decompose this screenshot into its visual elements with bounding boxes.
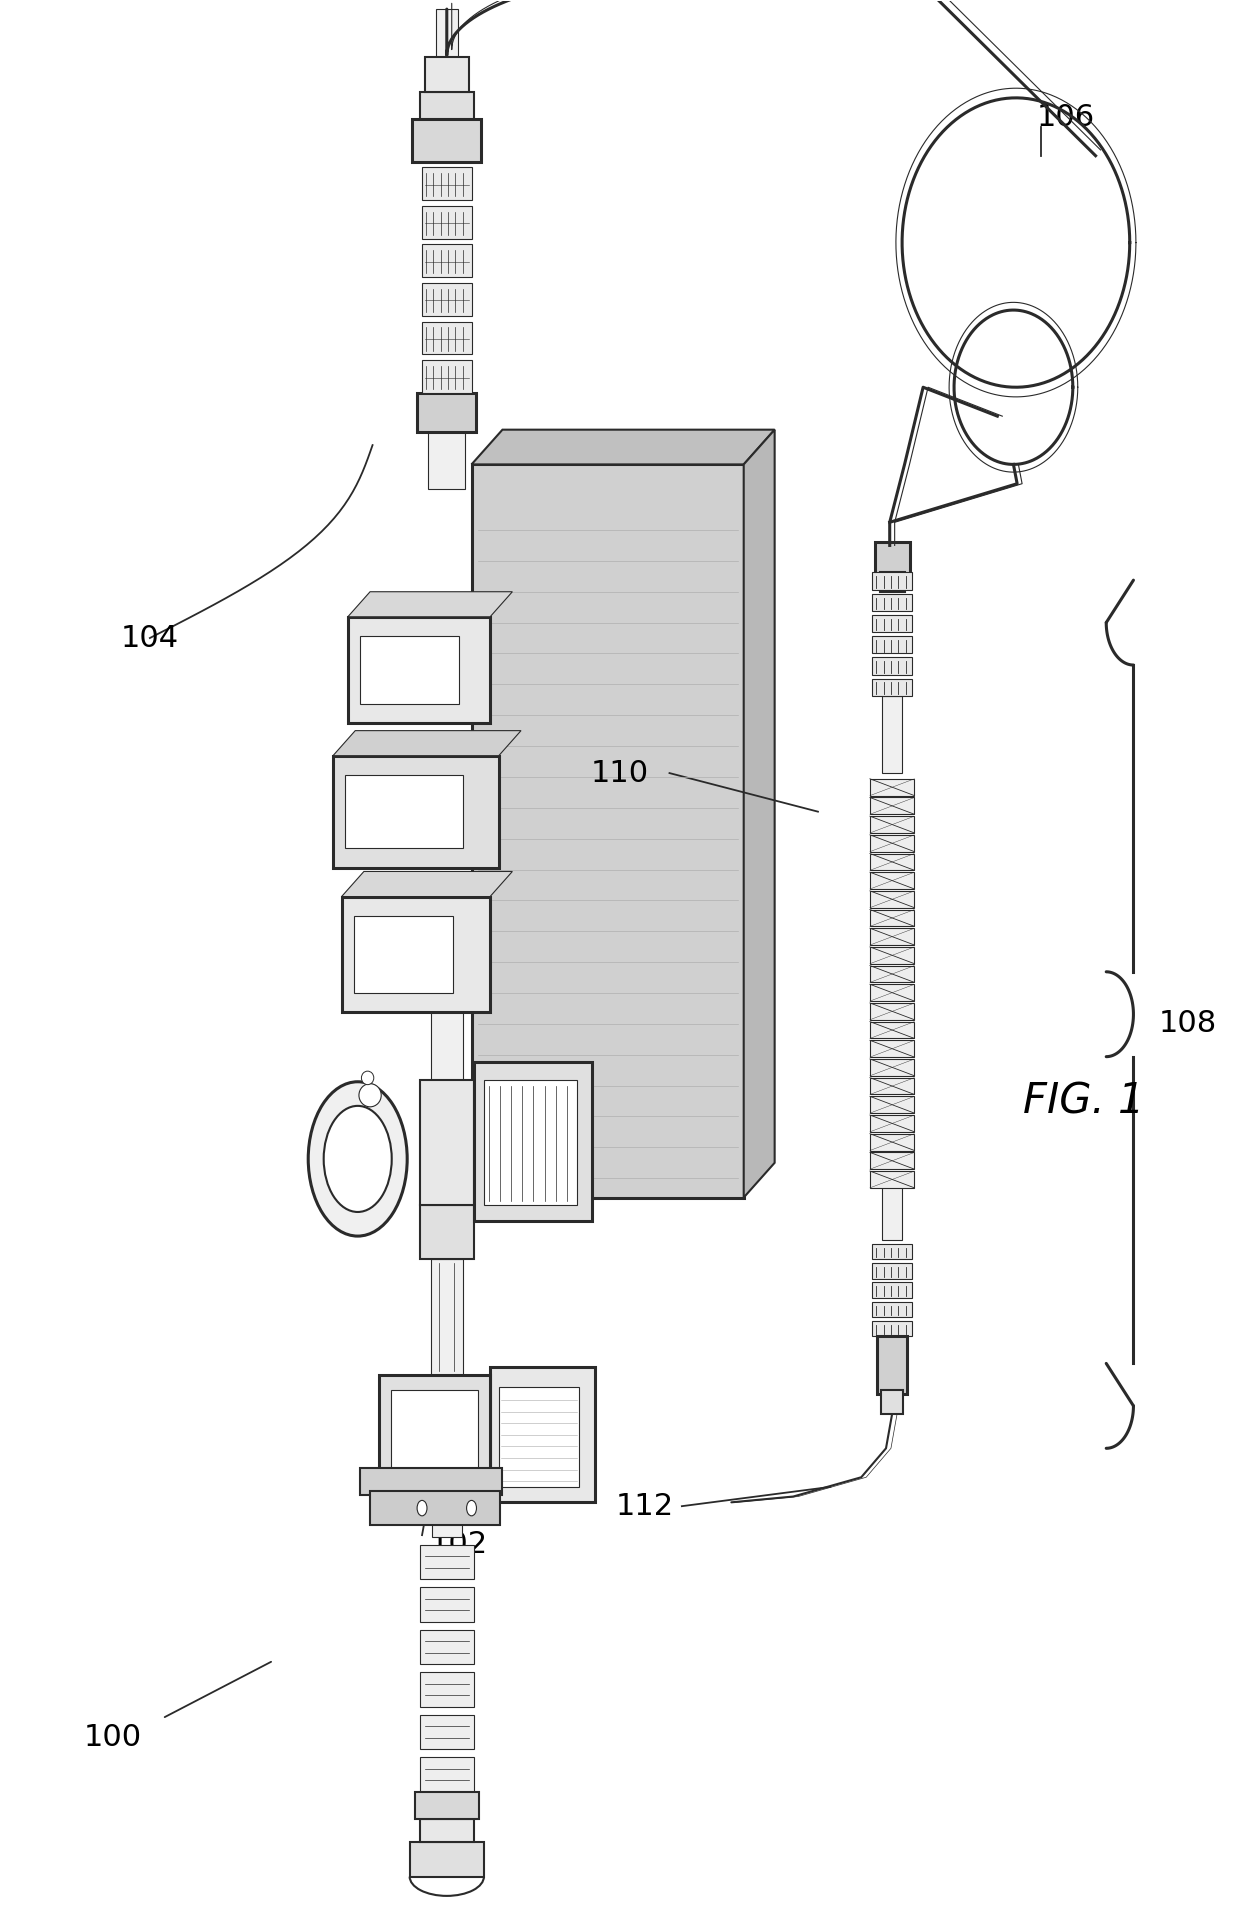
- Ellipse shape: [358, 1084, 381, 1107]
- FancyBboxPatch shape: [419, 1756, 474, 1791]
- FancyBboxPatch shape: [870, 815, 914, 833]
- Text: 100: 100: [83, 1723, 141, 1752]
- FancyBboxPatch shape: [428, 431, 465, 489]
- FancyBboxPatch shape: [424, 58, 469, 93]
- FancyBboxPatch shape: [474, 1063, 591, 1221]
- FancyBboxPatch shape: [422, 359, 471, 392]
- FancyBboxPatch shape: [880, 572, 904, 591]
- FancyBboxPatch shape: [873, 572, 911, 589]
- FancyBboxPatch shape: [882, 1391, 903, 1414]
- Polygon shape: [744, 429, 775, 1198]
- FancyBboxPatch shape: [412, 120, 481, 162]
- Text: FIG. 1: FIG. 1: [1023, 1080, 1145, 1122]
- FancyBboxPatch shape: [419, 93, 474, 120]
- FancyBboxPatch shape: [873, 657, 911, 674]
- FancyBboxPatch shape: [883, 1186, 901, 1240]
- FancyBboxPatch shape: [873, 1302, 911, 1318]
- FancyBboxPatch shape: [870, 1171, 914, 1188]
- FancyBboxPatch shape: [870, 1134, 914, 1150]
- FancyBboxPatch shape: [870, 966, 914, 981]
- FancyBboxPatch shape: [432, 1490, 461, 1538]
- FancyBboxPatch shape: [870, 779, 914, 796]
- Text: 108: 108: [1158, 1009, 1216, 1037]
- FancyBboxPatch shape: [878, 1337, 906, 1395]
- FancyBboxPatch shape: [490, 1368, 595, 1503]
- FancyBboxPatch shape: [870, 891, 914, 908]
- FancyBboxPatch shape: [419, 1206, 474, 1260]
- Polygon shape: [471, 429, 775, 464]
- Text: 102: 102: [430, 1530, 489, 1559]
- FancyBboxPatch shape: [873, 678, 911, 696]
- FancyBboxPatch shape: [435, 10, 458, 58]
- FancyBboxPatch shape: [870, 910, 914, 925]
- FancyBboxPatch shape: [873, 1244, 911, 1260]
- FancyBboxPatch shape: [870, 798, 914, 813]
- FancyBboxPatch shape: [360, 636, 459, 703]
- FancyBboxPatch shape: [419, 1631, 474, 1663]
- FancyBboxPatch shape: [870, 1115, 914, 1132]
- FancyBboxPatch shape: [870, 1095, 914, 1113]
- FancyBboxPatch shape: [875, 541, 909, 576]
- FancyBboxPatch shape: [347, 616, 490, 723]
- FancyBboxPatch shape: [422, 207, 471, 240]
- FancyBboxPatch shape: [870, 1151, 914, 1169]
- FancyBboxPatch shape: [419, 1818, 474, 1841]
- FancyBboxPatch shape: [870, 947, 914, 964]
- FancyBboxPatch shape: [414, 1791, 479, 1818]
- FancyBboxPatch shape: [870, 1022, 914, 1037]
- Polygon shape: [342, 871, 512, 896]
- FancyBboxPatch shape: [419, 1671, 474, 1706]
- Ellipse shape: [466, 1501, 476, 1517]
- FancyBboxPatch shape: [870, 854, 914, 869]
- Ellipse shape: [324, 1105, 392, 1211]
- FancyBboxPatch shape: [870, 1003, 914, 1020]
- Text: 104: 104: [120, 624, 179, 653]
- FancyBboxPatch shape: [334, 755, 498, 867]
- FancyBboxPatch shape: [870, 835, 914, 852]
- FancyBboxPatch shape: [873, 636, 911, 653]
- FancyBboxPatch shape: [873, 614, 911, 632]
- FancyBboxPatch shape: [378, 1376, 490, 1488]
- FancyBboxPatch shape: [417, 392, 476, 431]
- FancyBboxPatch shape: [870, 1078, 914, 1094]
- FancyBboxPatch shape: [870, 871, 914, 889]
- Text: 110: 110: [591, 759, 649, 788]
- Ellipse shape: [309, 1082, 407, 1236]
- Text: 106: 106: [1037, 102, 1095, 131]
- FancyBboxPatch shape: [422, 284, 471, 315]
- FancyBboxPatch shape: [471, 464, 744, 1198]
- FancyBboxPatch shape: [430, 1012, 463, 1080]
- FancyBboxPatch shape: [873, 1283, 911, 1298]
- FancyBboxPatch shape: [870, 983, 914, 1001]
- FancyBboxPatch shape: [353, 916, 453, 993]
- FancyBboxPatch shape: [870, 927, 914, 945]
- FancyBboxPatch shape: [873, 1264, 911, 1279]
- FancyBboxPatch shape: [873, 593, 911, 611]
- FancyBboxPatch shape: [391, 1391, 477, 1472]
- Ellipse shape: [417, 1501, 427, 1517]
- FancyBboxPatch shape: [422, 321, 471, 354]
- FancyBboxPatch shape: [430, 1260, 463, 1376]
- FancyBboxPatch shape: [498, 1387, 579, 1488]
- FancyBboxPatch shape: [419, 1714, 474, 1748]
- FancyBboxPatch shape: [345, 775, 463, 848]
- Polygon shape: [334, 730, 521, 755]
- Polygon shape: [347, 591, 512, 616]
- Text: 112: 112: [616, 1492, 673, 1520]
- FancyBboxPatch shape: [422, 245, 471, 278]
- FancyBboxPatch shape: [419, 1546, 474, 1580]
- FancyBboxPatch shape: [873, 1321, 911, 1337]
- FancyBboxPatch shape: [409, 1841, 484, 1876]
- FancyBboxPatch shape: [419, 1588, 474, 1623]
- FancyBboxPatch shape: [342, 896, 490, 1012]
- FancyBboxPatch shape: [870, 1059, 914, 1076]
- FancyBboxPatch shape: [883, 696, 901, 773]
- FancyBboxPatch shape: [419, 1080, 474, 1206]
- FancyBboxPatch shape: [370, 1492, 500, 1526]
- FancyBboxPatch shape: [360, 1468, 502, 1495]
- FancyBboxPatch shape: [484, 1080, 577, 1206]
- FancyBboxPatch shape: [422, 168, 471, 201]
- FancyBboxPatch shape: [870, 1039, 914, 1057]
- Ellipse shape: [361, 1070, 373, 1084]
